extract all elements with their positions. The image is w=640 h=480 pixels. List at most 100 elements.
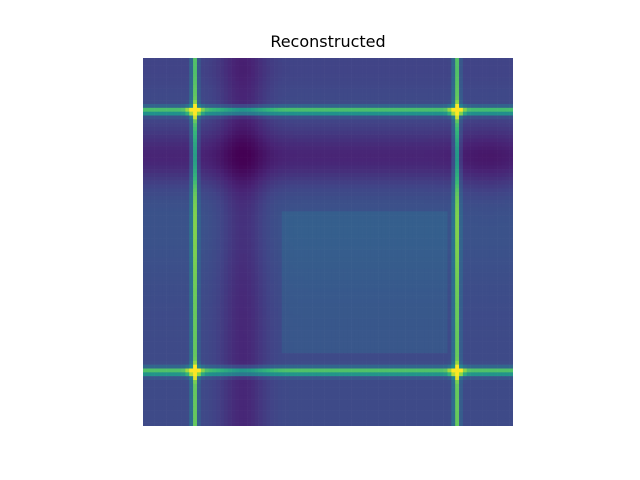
heatmap-cell: [289, 58, 294, 63]
heatmap-cell: [166, 111, 171, 116]
heatmap-cell: [216, 173, 221, 178]
heatmap-cell: [401, 165, 406, 170]
heatmap-cell: [501, 234, 506, 239]
heatmap-cell: [509, 130, 513, 135]
heatmap-cell: [254, 242, 259, 247]
heatmap-cell: [378, 92, 383, 97]
heatmap-cell: [358, 84, 363, 89]
heatmap-cell: [277, 61, 283, 66]
heatmap-cell: [466, 111, 471, 116]
heatmap-cell: [316, 249, 321, 254]
heatmap-cell: [354, 138, 360, 143]
heatmap-cell: [150, 165, 155, 170]
heatmap-cell: [328, 146, 333, 151]
heatmap-cell: [478, 230, 483, 235]
heatmap-cell: [289, 153, 294, 158]
heatmap-cell: [235, 111, 240, 116]
heatmap-cell: [466, 84, 471, 89]
heatmap-cell: [316, 215, 321, 220]
heatmap-cell: [489, 130, 495, 135]
heatmap-cell: [331, 100, 336, 105]
heatmap-cell: [274, 115, 279, 120]
heatmap-cell: [277, 192, 283, 197]
heatmap-cell: [374, 81, 379, 86]
heatmap-cell: [281, 245, 286, 250]
heatmap-cell: [489, 77, 495, 82]
heatmap-cell: [435, 238, 441, 243]
heatmap-cell: [420, 211, 425, 216]
heatmap-cell: [250, 238, 256, 243]
heatmap-cell: [162, 153, 167, 158]
heatmap-cell: [312, 176, 317, 181]
heatmap-cell: [478, 184, 483, 189]
heatmap-cell: [335, 169, 340, 174]
heatmap-cell: [451, 203, 456, 208]
heatmap-cell: [474, 157, 479, 162]
heatmap-cell: [486, 238, 491, 243]
heatmap-cell: [328, 115, 333, 120]
heatmap-cell: [250, 207, 256, 212]
heatmap-cell: [397, 161, 402, 166]
heatmap-cell: [435, 127, 441, 132]
heatmap-cell: [343, 215, 348, 220]
heatmap-cell: [266, 253, 271, 258]
heatmap-cell: [455, 107, 460, 112]
heatmap-cell: [331, 161, 336, 166]
heatmap-cell: [200, 165, 205, 170]
heatmap-cell: [154, 146, 159, 151]
heatmap-cell: [497, 150, 502, 155]
heatmap-cell: [385, 119, 390, 124]
heatmap-cell: [416, 58, 421, 63]
heatmap-cell: [443, 176, 448, 181]
heatmap-cell: [343, 111, 348, 116]
heatmap-cell: [262, 245, 267, 250]
heatmap-cell: [478, 169, 483, 174]
heatmap-cell: [262, 211, 267, 216]
heatmap-cell: [193, 107, 198, 112]
heatmap-cell: [486, 84, 491, 89]
heatmap-cell: [420, 134, 425, 139]
heatmap-cell: [432, 127, 437, 132]
heatmap-cell: [401, 253, 406, 258]
heatmap-cell: [459, 84, 464, 89]
heatmap-cell: [250, 115, 256, 120]
heatmap-cell: [509, 249, 513, 254]
heatmap-cell: [216, 84, 221, 89]
heatmap-cell: [293, 173, 298, 178]
heatmap-cell: [366, 253, 371, 258]
heatmap-cell: [169, 215, 175, 220]
heatmap-cell: [289, 146, 294, 151]
heatmap-cell: [470, 119, 475, 124]
heatmap-cell: [466, 123, 471, 128]
heatmap-cell: [166, 238, 171, 243]
heatmap-cell: [462, 111, 468, 116]
heatmap-cell: [277, 242, 283, 247]
heatmap-cell: [505, 104, 510, 109]
heatmap-cell: [316, 88, 321, 93]
heatmap-cell: [351, 69, 356, 74]
heatmap-cell: [250, 242, 256, 247]
heatmap-cell: [320, 226, 325, 231]
heatmap-cell: [509, 107, 513, 112]
heatmap-cell: [331, 130, 336, 135]
heatmap-cell: [304, 65, 310, 70]
heatmap-cell: [320, 165, 325, 170]
heatmap-cell: [351, 207, 356, 212]
heatmap-cell: [370, 211, 375, 216]
heatmap-cell: [331, 211, 336, 216]
heatmap-cell: [274, 96, 279, 101]
heatmap-cell: [470, 84, 475, 89]
heatmap-cell: [281, 73, 286, 78]
heatmap-cell: [320, 199, 325, 204]
heatmap-cell: [223, 111, 229, 116]
heatmap-cell: [459, 192, 464, 197]
heatmap-cell: [293, 226, 298, 231]
heatmap-cell: [297, 222, 302, 227]
heatmap-cell: [466, 104, 471, 109]
heatmap-cell: [250, 81, 256, 86]
heatmap-cell: [301, 153, 306, 158]
heatmap-cell: [181, 226, 186, 231]
heatmap-cell: [173, 188, 178, 193]
heatmap-cell: [497, 96, 502, 101]
heatmap-cell: [509, 150, 513, 155]
